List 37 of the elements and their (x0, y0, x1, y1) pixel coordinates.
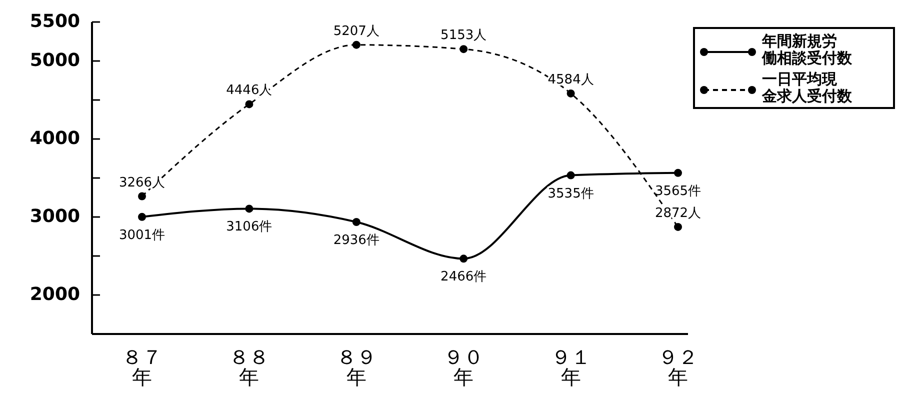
point (566, 89, 575, 98)
point (566, 171, 575, 180)
y-tick-label: 2000 (30, 284, 80, 305)
data-label: 3266人 (118, 175, 166, 190)
legend-label: 年間新規労働相談受付数 (761, 32, 853, 67)
data-label: 5153人 (440, 28, 487, 44)
data-label: 3106件 (226, 220, 272, 235)
data-label: 4584人 (548, 72, 594, 88)
x-tick-label: ８９年 (336, 345, 376, 389)
data-label: 2466件 (440, 270, 487, 285)
data-label: 2872人 (654, 206, 702, 221)
point (138, 192, 146, 200)
y-tick-label: 3000 (30, 206, 80, 227)
x-tick-label: ８８年 (229, 345, 270, 389)
data-label: 3535件 (548, 186, 594, 202)
point (460, 254, 468, 263)
y-tick-label: 5500 (30, 10, 80, 32)
y-tick-label: 4000 (30, 128, 80, 149)
point (674, 168, 682, 177)
data-label: 3001件 (118, 228, 166, 243)
x-tick-label: ９０年 (444, 345, 484, 389)
point (245, 100, 254, 108)
point (352, 218, 360, 226)
data-label: 2936件 (333, 232, 380, 248)
x-tick-label: ９１年 (550, 345, 591, 389)
x-tick-label: ９２年 (658, 345, 698, 389)
point (460, 45, 468, 54)
point (138, 212, 146, 221)
data-label: 3565件 (654, 184, 702, 199)
point (352, 40, 360, 49)
data-label: 4446人 (226, 83, 272, 98)
legend-label: 一日平均現金求人受付数 (761, 70, 853, 105)
y-tick-label: 5000 (30, 50, 80, 71)
point (245, 204, 254, 213)
point (674, 222, 682, 231)
x-tick-label: ８７年 (122, 345, 162, 389)
data-label: 5207人 (333, 24, 380, 39)
